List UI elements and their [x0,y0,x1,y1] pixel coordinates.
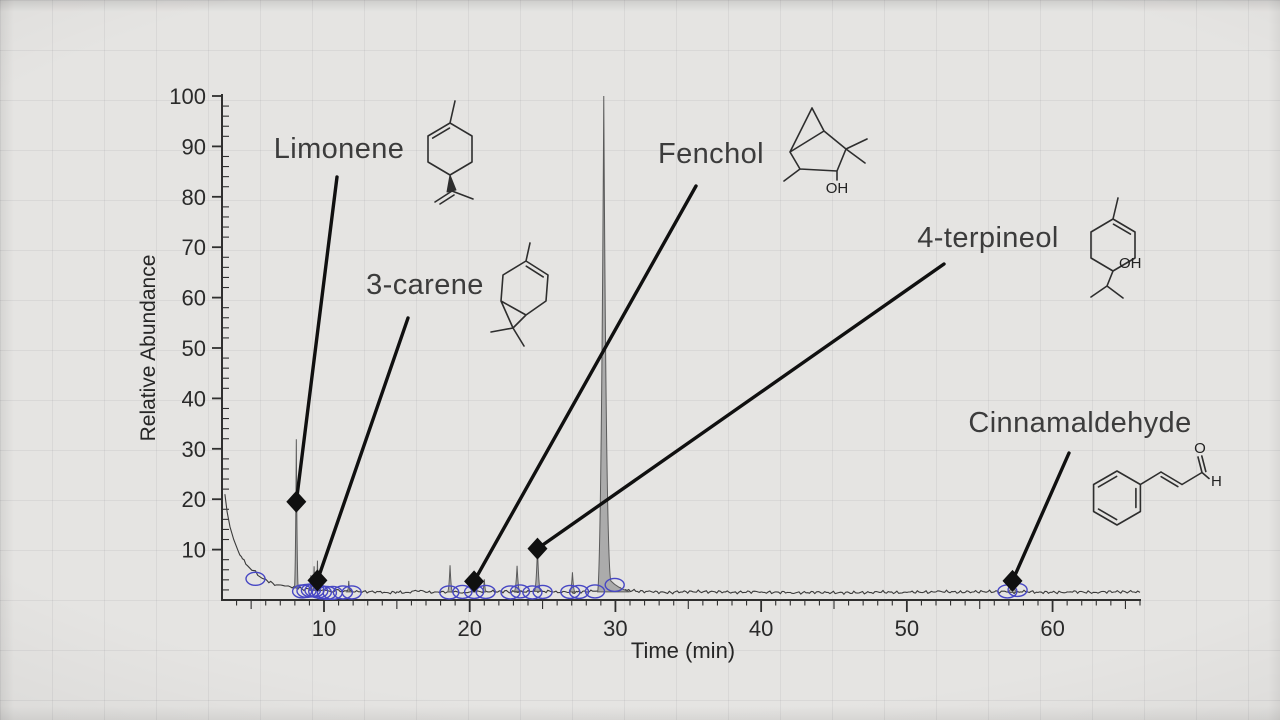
detected-peak-circle [604,577,625,593]
detected-peak-circle [500,585,521,600]
peak-label-4-terpineol: 4-terpineol [917,222,1058,254]
diamond-marker-limonene [286,490,307,513]
peak-fill [597,95,630,593]
detected-peak-circle [452,584,473,600]
diamond-marker-cinnamaldehyde [1002,569,1023,592]
detected-peak-circle [568,584,590,600]
fenchol-oh-label: OH [826,180,849,197]
limonene-wedge-bond [446,174,457,193]
cinnamaldehyde-structure: O H [1092,440,1222,526]
detected-peak-circle [245,571,266,586]
peak-label-limonene: Limonene [274,133,405,165]
y-axis-title: Relative Abundance [137,255,160,442]
detected-peak-circle [560,584,581,600]
x-tick-label: 10 [312,616,336,641]
peak-fill [446,565,454,593]
y-tick-label: 10 [182,538,206,563]
detected-peak-circle [532,584,553,600]
carene-bonds [490,242,549,347]
detected-peak-circle [584,584,606,599]
carene-structure [490,242,549,347]
y-tick-label: 50 [182,336,206,361]
detected-peak-circle [439,585,460,600]
cinnamaldehyde-o-label: O [1194,440,1206,457]
y-tick-label: 70 [182,235,206,260]
peak-fill [293,439,299,589]
terpineol-bonds [1090,197,1136,299]
peaks-layer [293,95,1018,593]
y-tick-label: 30 [182,437,206,462]
diamond-marker-4-terpineol [527,537,548,560]
cinnamaldehyde-h-label: H [1211,473,1222,490]
x-tick-label: 40 [749,616,773,641]
x-tick-label: 30 [603,616,627,641]
y-tick-label: 80 [182,185,206,210]
detected-peak-circle [509,584,531,599]
leader-line-cinnamaldehyde [1010,451,1071,583]
axes-layer: 10 20 30 40 50 60 70 80 90 100 10 20 30 40 50 60 Time (m… [137,84,1141,663]
leader-line-3-carene [315,316,410,583]
detected-peak-circle [522,585,543,600]
detected-peak-circle [475,584,496,600]
detected-peak-circle [316,585,338,601]
leader-line-limonene [294,175,339,504]
diamond-marker-3-carene [307,569,328,592]
leader-line-fenchol [472,184,698,584]
cinnamaldehyde-bonds [1092,455,1210,526]
annotations-layer: Limonene 3-carene Fenchol 4-terpineol Cinnam… [274,133,1191,593]
peak-label-3-carene: 3-carene [366,269,484,301]
limonene-structure [427,100,474,205]
y-tick-label: 90 [182,134,206,159]
y-tick-label: 60 [182,286,206,311]
terpineol-structure: OH [1090,197,1142,299]
detected-peaks-layer [245,571,1028,601]
peak-label-fenchol: Fenchol [658,138,764,170]
x-tick-label: 60 [1040,616,1064,641]
fenchol-bonds [783,107,868,182]
diamond-marker-fenchol [464,570,485,593]
detected-peak-circle [332,585,354,600]
chromatogram-trace [224,494,1141,596]
y-tick-label: 100 [169,84,206,109]
peak-label-cinnamaldehyde: Cinnamaldehyde [968,407,1191,439]
detected-peak-circle [341,585,362,600]
x-tick-label: 50 [895,616,919,641]
y-tick-label: 20 [182,487,206,512]
y-tick-label: 40 [182,386,206,411]
fenchol-structure: OH [783,107,868,197]
leader-line-4-terpineol [535,262,946,551]
x-tick-label: 20 [457,616,481,641]
terpineol-oh-label: OH [1119,255,1142,272]
trace-layer [224,494,1141,596]
x-axis-title: Time (min) [631,638,735,663]
